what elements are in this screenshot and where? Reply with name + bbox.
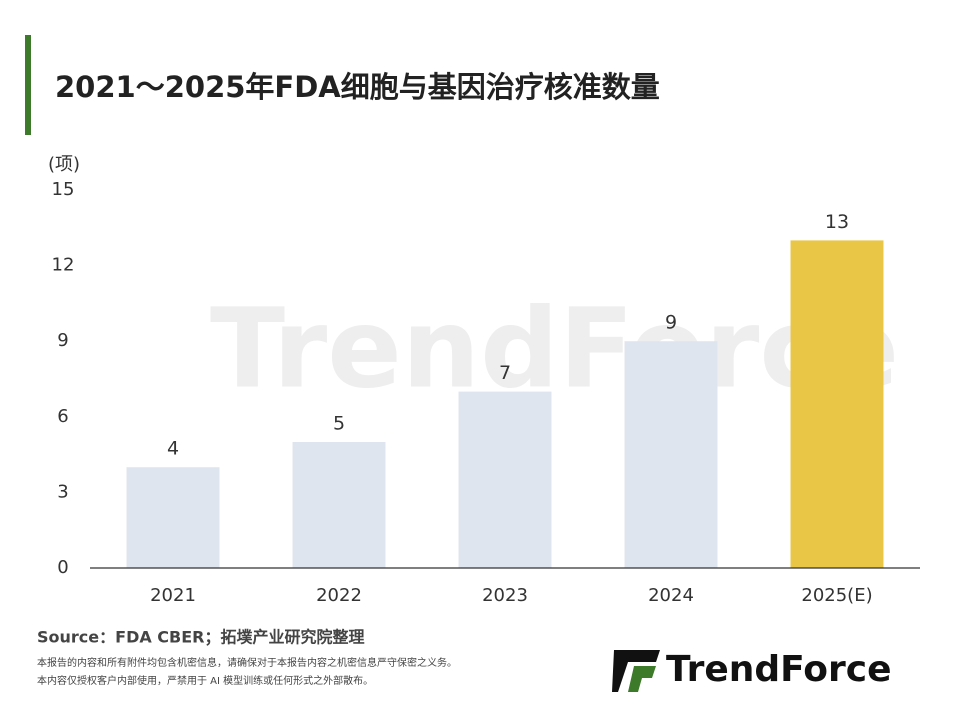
y-tick-label: 6 [57,406,68,427]
x-tick-label: 2024 [648,585,694,606]
y-unit-label: (项) [48,154,80,175]
logo-text: TrendForce [666,649,892,690]
data-label: 5 [333,413,345,435]
x-tick-label: 2025(E) [801,585,872,606]
source: Source：FDA CBER；拓墣产业研究院整理 [37,628,365,647]
x-tick-label: 2022 [316,585,362,606]
bar [126,467,220,568]
data-label: 9 [665,312,677,334]
y-tick-label: 9 [57,330,68,351]
data-label: 13 [825,211,849,233]
data-label: 7 [499,362,511,384]
bar [790,240,884,568]
bar [458,391,552,568]
plot-area: 0 3 6 9 12 15 2021 4 2022 5 2023 7 2024 9 2025(E) 13 [52,179,884,606]
y-tick-label: 3 [57,481,68,502]
logo-icon [612,650,660,692]
y-tick-label: 15 [52,179,75,200]
disclaimer: 本内容仅授权客户内部使用，严禁用于 AI 模型训练或任何形式之外部散布。 [37,674,373,687]
chart-title: 2021～2025年FDA细胞与基因治疗核准数量 [55,70,660,104]
bar [292,442,386,568]
title-accent [25,35,31,135]
bar [624,341,718,568]
x-tick-label: 2023 [482,585,528,606]
disclaimer: 本报告的内容和所有附件均包含机密信息，请确保对于本报告内容之机密信息严守保密之义… [37,656,457,669]
data-label: 4 [167,438,179,460]
y-tick-label: 12 [52,255,75,276]
watermark: TrendForce [210,284,899,412]
x-tick-label: 2021 [150,585,196,606]
y-tick-label: 0 [57,557,68,578]
